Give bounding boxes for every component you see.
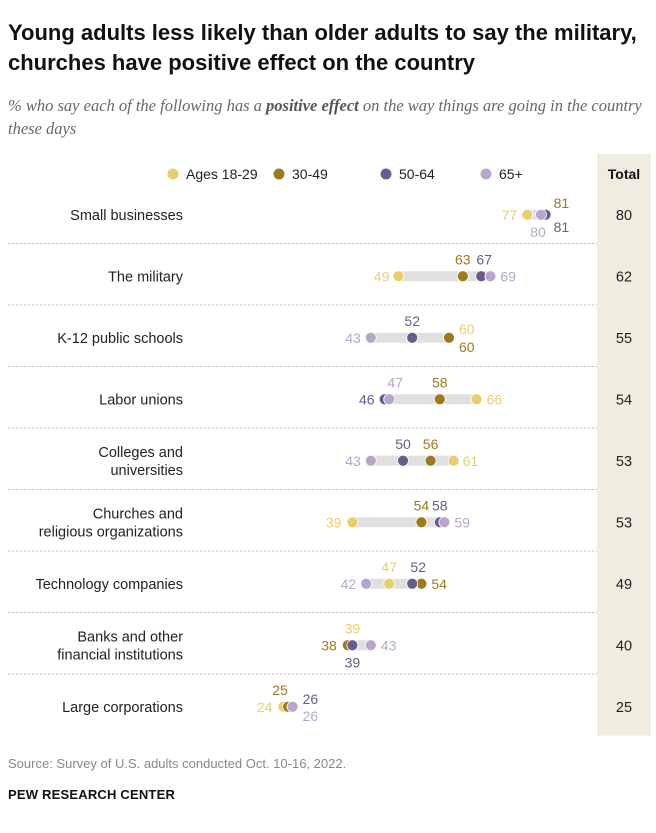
row-label-line-2: universities	[110, 463, 183, 479]
value-label-a30_49: 60	[459, 339, 475, 355]
legend-swatch-a30_49	[273, 168, 285, 180]
value-label-a50_64: 46	[359, 391, 375, 407]
legend-swatch-a65p	[480, 168, 492, 180]
value-label-a18_29: 66	[487, 391, 503, 407]
value-label-a50_64: 50	[395, 436, 411, 452]
value-label-a30_49: 38	[321, 637, 337, 653]
row-label: Labor unions	[99, 392, 183, 408]
value-label-a50_64: 67	[476, 251, 492, 267]
dot-plot: Total Ages 18-29 30-49 50-64 65+ Small busine…	[8, 154, 651, 736]
row-label: Technology companies	[35, 577, 183, 593]
value-label-a18_29: 47	[381, 559, 397, 575]
row-label: K-12 public schools	[57, 331, 183, 347]
row-label: Large corporations	[62, 700, 183, 716]
value-label-a18_29: 77	[502, 207, 518, 223]
legend-swatch-a18_29	[167, 168, 179, 180]
subtitle-pre: % who say each of the following has a	[8, 96, 267, 115]
value-label-a65p: 43	[345, 330, 361, 346]
value-label-a65p: 43	[345, 453, 361, 469]
total-value: 53	[616, 454, 632, 470]
value-label-a50_64: 58	[432, 497, 448, 513]
value-label-a65p: 47	[387, 374, 403, 390]
value-label-a30_49: 25	[272, 682, 288, 698]
value-label-a50_64: 81	[554, 219, 570, 235]
chart-subtitle: % who say each of the following has a po…	[8, 94, 648, 140]
value-label-a18_29: 61	[463, 453, 479, 469]
dot-a30_49	[424, 454, 437, 467]
dot-a65p	[383, 393, 396, 406]
total-value: 53	[616, 515, 632, 531]
dot-a18_29	[521, 208, 534, 221]
value-label-a65p: 26	[303, 708, 319, 724]
value-label-a65p: 69	[500, 268, 516, 284]
dot-a18_29	[470, 393, 483, 406]
value-label-a30_49: 58	[432, 374, 448, 390]
total-value: 25	[616, 700, 632, 716]
dot-a65p	[360, 577, 373, 590]
dot-a65p	[438, 516, 451, 529]
total-value: 80	[616, 208, 632, 224]
subtitle-emphasis: positive effect	[266, 96, 359, 115]
value-label-a50_64: 39	[345, 654, 361, 670]
value-label-a65p: 42	[341, 576, 357, 592]
legend-label-a65p: 65+	[499, 166, 523, 182]
dot-a30_49	[456, 270, 469, 283]
total-header: Total	[608, 166, 640, 182]
dot-a18_29	[392, 270, 405, 283]
value-label-a30_49: 63	[455, 251, 471, 267]
dot-a30_49	[415, 516, 428, 529]
dot-a50_64	[346, 639, 359, 652]
dot-a18_29	[447, 454, 460, 467]
value-label-a18_29: 49	[374, 268, 390, 284]
legend-label-a50_64: 50-64	[399, 166, 435, 182]
value-label-a18_29: 39	[345, 620, 361, 636]
value-label-a65p: 43	[381, 637, 397, 653]
dot-a50_64	[397, 454, 409, 467]
total-value: 55	[616, 331, 632, 347]
total-value: 49	[616, 577, 632, 593]
value-label-a50_64: 26	[303, 691, 319, 707]
subtitle-post: on the way things are going in the count…	[8, 96, 642, 138]
row-label-line-1: Colleges and	[98, 445, 183, 461]
chart-title: Young adults less likely than older adul…	[8, 20, 637, 75]
row-label-line-1: Banks and other	[77, 629, 183, 645]
value-label-a18_29: 39	[326, 514, 342, 530]
value-label-a65p: 80	[530, 224, 546, 240]
dot-a65p	[364, 331, 377, 344]
total-value: 62	[616, 269, 632, 285]
value-label-a30_49: 54	[431, 576, 447, 592]
dot-a18_29	[346, 516, 359, 529]
legend-swatch-a50_64	[380, 168, 392, 180]
legend-label-a18_29: Ages 18-29	[186, 166, 258, 182]
dot-a65p	[286, 700, 299, 713]
dot-a18_29	[383, 577, 396, 590]
dot-a65p	[364, 454, 377, 467]
dot-a65p	[364, 639, 377, 652]
row-label: The military	[108, 269, 184, 285]
total-value: 40	[616, 638, 632, 654]
org-name: PEW RESEARCH CENTER	[8, 787, 176, 802]
row-label-line-1: Churches and	[93, 506, 183, 522]
dot-a50_64	[406, 331, 419, 344]
total-column-bg	[597, 154, 651, 736]
dot-a30_49	[443, 331, 455, 344]
row-label-line-2: religious organizations	[39, 524, 183, 540]
row-label-line-2: financial institutions	[57, 647, 183, 663]
dot-a65p	[535, 208, 547, 221]
value-label-a50_64: 52	[410, 559, 426, 575]
dot-a30_49	[433, 393, 446, 406]
row-label: Small businesses	[70, 208, 183, 224]
value-label-a30_49: 54	[414, 497, 430, 513]
legend-label-a30_49: 30-49	[292, 166, 328, 182]
dot-a65p	[484, 270, 497, 283]
value-label-a18_29: 60	[459, 321, 475, 337]
dot-a50_64	[406, 577, 419, 590]
total-value: 54	[616, 392, 632, 408]
value-label-a30_49: 56	[423, 436, 439, 452]
value-label-a65p: 59	[454, 514, 470, 530]
value-label-a30_49: 81	[554, 195, 570, 211]
value-label-a18_29: 24	[257, 699, 273, 715]
value-label-a50_64: 52	[404, 313, 420, 329]
source-note: Source: Survey of U.S. adults conducted …	[8, 756, 347, 771]
